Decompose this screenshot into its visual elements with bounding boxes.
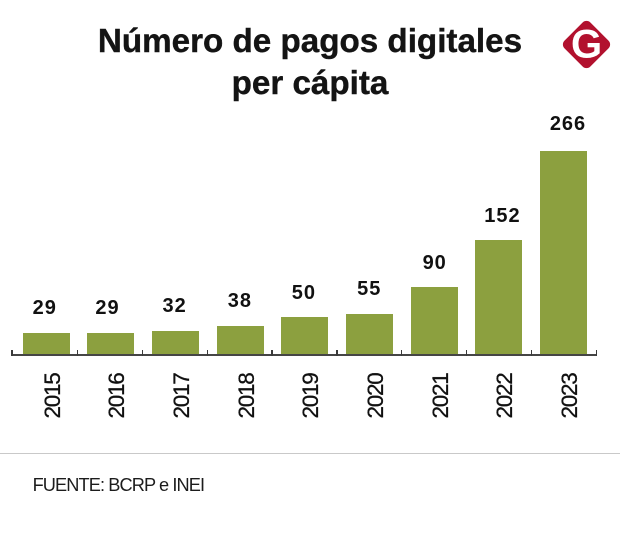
svg-text:G: G bbox=[570, 22, 601, 66]
